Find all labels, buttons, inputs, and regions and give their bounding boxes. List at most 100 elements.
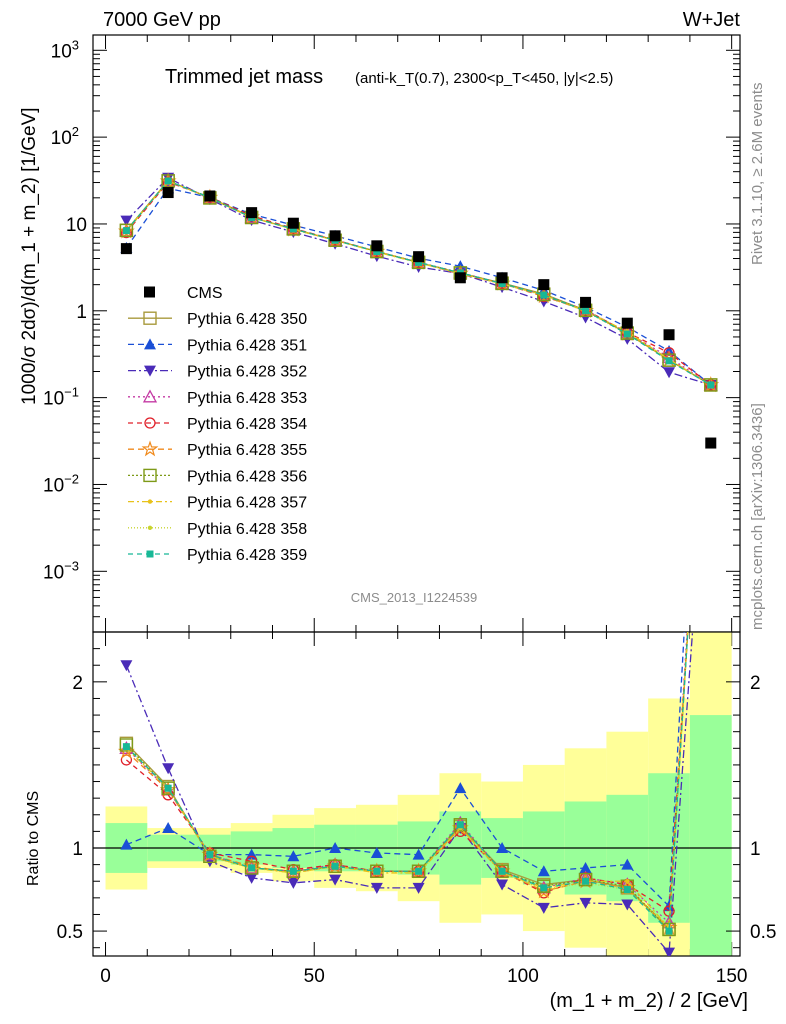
series-point [289, 225, 297, 233]
ratio-series-point [454, 782, 467, 794]
ratio-panel: 0 50 100 150 0.5 0.5 1 1 2 2 [57, 244, 776, 987]
ratio-series-point [496, 842, 509, 853]
ratio-series-point [709, 264, 713, 268]
legend-marker [144, 417, 156, 429]
series-point [120, 215, 133, 227]
series-10 [122, 177, 715, 389]
x-tick-label: 0 [100, 966, 111, 987]
ratio-series-point [287, 877, 300, 889]
main-frame [92, 34, 741, 633]
series-line [125, 181, 712, 386]
analysis-id: CMS_2013_I1224539 [351, 590, 478, 605]
side-label-top: Rivet 3.1.10, ≥ 2.6M events [749, 83, 766, 266]
ratio-series-point [164, 784, 172, 792]
header-right: W+Jet [683, 9, 741, 31]
series-6 [117, 172, 720, 393]
ratio-series-point [245, 872, 258, 884]
ratio-tick-label-right: 0.5 [750, 922, 776, 943]
plot-title-sub: (anti-k_T(0.7), 2300<p_T<450, |y|<2.5) [355, 70, 613, 87]
legend-label: Pythia 6.428 352 [187, 364, 307, 381]
series-4 [119, 173, 718, 391]
ratio-series-point [206, 851, 214, 859]
series-point [704, 378, 718, 392]
x-tick-label: 100 [507, 966, 539, 987]
ratio-series-point [495, 864, 509, 878]
series-3 [120, 172, 717, 391]
ratio-series-point [162, 822, 175, 834]
series-point [498, 279, 506, 287]
ratio-frame [92, 631, 741, 957]
ratio-series-point [122, 743, 130, 751]
x-tick-label: 150 [716, 966, 748, 987]
y-tick-label: 10 [66, 215, 87, 236]
ratio-series-point [248, 864, 256, 872]
legend-marker [147, 499, 153, 504]
ratio-series-10 [122, 263, 714, 935]
ratio-series-point [707, 263, 714, 270]
series-7 [119, 174, 718, 392]
legend: CMS Pythia 6.428 350 Pythia 6.428 351 Pythi… [128, 285, 307, 564]
ratio-series-point [120, 838, 133, 850]
cms-data [120, 187, 717, 449]
inner-band [689, 715, 732, 956]
series-point [662, 353, 676, 367]
ratio-series-point [370, 846, 383, 858]
ratio-series-point [329, 874, 342, 886]
cms-data-point [162, 187, 174, 199]
series-point [665, 357, 673, 365]
ratio-series-point [705, 244, 717, 255]
legend-label: Pythia 6.428 356 [187, 468, 307, 485]
cms-data-point [496, 272, 508, 284]
legend-label: Pythia 6.428 354 [187, 416, 307, 433]
cms-data-point [246, 207, 258, 219]
ratio-series-point [453, 818, 468, 832]
ratio-series-point [705, 260, 717, 272]
ratio-series-point [621, 899, 634, 911]
legend-label: Pythia 6.428 350 [187, 311, 307, 328]
x-axis-label: (m_1 + m_2) / 2 [GeV] [550, 990, 748, 1012]
cms-data-point [371, 240, 383, 252]
legend-marker [144, 338, 156, 350]
ratio-series-line [125, 632, 688, 925]
cms-data-point [454, 272, 466, 284]
ratio-series-point [456, 821, 464, 829]
side-label-bottom: mcplots.cern.ch [arXiv:1306.3436] [749, 403, 766, 630]
cms-data-point [329, 230, 341, 242]
ratio-tick-label: 0.5 [57, 922, 83, 943]
ratio-series-point [370, 882, 383, 894]
ratio-series-point [119, 738, 134, 752]
ratio-series-point [370, 864, 384, 878]
ratio-series-point [663, 905, 675, 917]
ratio-series-point [579, 897, 592, 909]
ratio-series-point [706, 278, 716, 288]
ratio-series-point [117, 742, 135, 759]
ratio-tick-label: 2 [72, 673, 83, 694]
cms-data-point [580, 296, 592, 308]
legend-label: Pythia 6.428 351 [187, 337, 307, 354]
ratio-series-2 [120, 632, 685, 912]
ratio-series-point [623, 886, 631, 894]
ratio-series-point [621, 858, 634, 870]
y-tick-label: 10−2 [43, 471, 79, 496]
error-bands [105, 632, 732, 956]
ratio-series-point [705, 260, 717, 272]
ratio-series-point [329, 842, 342, 853]
y-tick-label: 10−3 [43, 558, 79, 583]
series-point [415, 258, 423, 266]
plot-title-main: Trimmed jet mass [165, 66, 323, 88]
legend-marker [143, 468, 157, 483]
series-point [623, 330, 631, 338]
ratio-series-point [289, 867, 297, 875]
legend-label: Pythia 6.428 357 [187, 495, 307, 512]
ratio-series-point [331, 862, 339, 870]
ratio-series-point [540, 884, 548, 892]
ratio-series-point [203, 849, 217, 864]
legend-label: Pythia 6.428 359 [187, 547, 307, 564]
legend-marker [146, 550, 154, 558]
legend-marker [141, 440, 159, 457]
ratio-series-point [498, 867, 506, 875]
y-axis-label-bottom: Ratio to CMS [25, 791, 42, 886]
header-left: 7000 GeV pp [103, 9, 221, 31]
series-group [117, 172, 720, 393]
